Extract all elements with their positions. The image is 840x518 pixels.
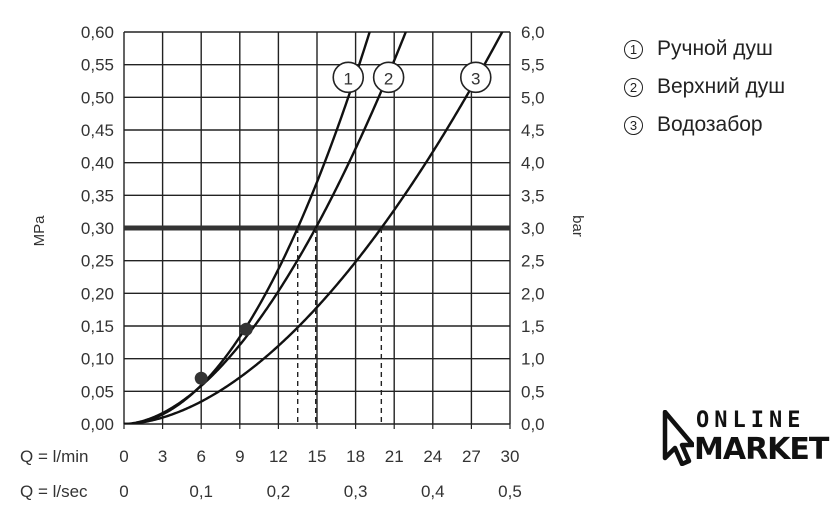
series-badge-3	[459, 61, 492, 94]
series-badge-2	[372, 61, 405, 94]
x-row1-tick-label: 18	[346, 447, 365, 466]
x-row1-tick-label: 6	[196, 447, 205, 466]
y-left-tick-label: 0,45	[81, 121, 114, 140]
y-right-tick-label: 5,5	[521, 56, 545, 75]
x-row1-tick-label: 24	[423, 447, 442, 466]
y-left-tick-label: 0,00	[81, 415, 114, 434]
x-row1-tick-label: 30	[501, 447, 520, 466]
y-right-tick-label: 1,5	[521, 317, 545, 336]
y-right-tick-label: 3,0	[521, 219, 545, 238]
legend-item: 1 Ручной душ	[624, 30, 785, 68]
legend-label-1: Ручной душ	[657, 37, 773, 60]
x-row1-axis-title: Q = l/min	[20, 447, 89, 466]
cursor-arrow-icon	[662, 410, 694, 466]
x-row2-axis-title: Q = l/sec	[20, 482, 88, 501]
y-left-tick-label: 0,60	[81, 23, 114, 42]
y-right-tick-label: 2,5	[521, 252, 545, 271]
y-right-tick-label: 5,0	[521, 88, 545, 107]
x-row2-tick-label: 0,2	[267, 482, 291, 501]
y-right-tick-label: 3,5	[521, 186, 545, 205]
x-row1-tick-label: 9	[235, 447, 244, 466]
y-right-tick-label: 4,0	[521, 154, 545, 173]
online-market-logo: ONLINE MARKET	[662, 408, 834, 468]
legend-marker-2: 2	[624, 77, 643, 97]
legend-label-3: Водозабор	[657, 113, 763, 136]
y-left-tick-label: 0,35	[81, 186, 114, 205]
series-badge-label-3: 3	[471, 69, 480, 88]
x-row1-tick-label: 27	[462, 447, 481, 466]
x-row1-tick-label: 0	[119, 447, 128, 466]
series-badge-label-1: 1	[344, 69, 353, 88]
y-right-tick-label: 0,0	[521, 415, 545, 434]
logo-text-online: ONLINE	[696, 408, 806, 433]
logo-text-market: MARKET	[694, 432, 829, 467]
legend-item: 3 Водозабор	[624, 106, 785, 144]
y-right-tick-label: 1,0	[521, 350, 545, 369]
x-row1-tick-label: 15	[308, 447, 327, 466]
y-left-axis-title: MPa	[31, 215, 48, 247]
legend-label-2: Верхний душ	[657, 75, 786, 98]
y-right-tick-label: 4,5	[521, 121, 545, 140]
curve-series-3	[124, 32, 504, 424]
legend-item: 2 Верхний душ	[624, 68, 785, 106]
y-right-axis-title: bar	[569, 215, 586, 237]
y-right-tick-label: 2,0	[521, 284, 545, 303]
y-left-tick-label: 0,20	[81, 284, 114, 303]
x-row2-tick-label: 0	[119, 482, 128, 501]
y-right-tick-label: 0,5	[521, 382, 545, 401]
y-left-tick-label: 0,10	[81, 350, 114, 369]
x-row1-tick-label: 3	[158, 447, 167, 466]
x-row1-tick-label: 12	[269, 447, 288, 466]
x-row1-tick-label: 21	[385, 447, 404, 466]
data-point-series-1	[194, 371, 208, 385]
y-left-tick-label: 0,05	[81, 382, 114, 401]
y-left-tick-label: 0,25	[81, 252, 114, 271]
data-point-series-2	[239, 322, 253, 336]
y-left-tick-label: 0,40	[81, 154, 114, 173]
x-row2-tick-label: 0,3	[344, 482, 368, 501]
y-left-tick-label: 0,50	[81, 88, 114, 107]
x-row2-tick-label: 0,1	[189, 482, 213, 501]
y-left-tick-label: 0,55	[81, 56, 114, 75]
legend-marker-1: 1	[624, 39, 643, 59]
x-row2-tick-label: 0,5	[498, 482, 522, 501]
series-badge-1	[332, 61, 365, 94]
y-left-tick-label: 0,30	[81, 219, 114, 238]
y-left-tick-label: 0,15	[81, 317, 114, 336]
x-row2-tick-label: 0,4	[421, 482, 445, 501]
series-badge-label-2: 2	[384, 69, 393, 88]
curve-series-2	[124, 32, 408, 424]
legend: 1 Ручной душ 2 Верхний душ 3 Водозабор	[624, 30, 785, 144]
y-right-tick-label: 6,0	[521, 23, 545, 42]
legend-marker-3: 3	[624, 115, 643, 135]
